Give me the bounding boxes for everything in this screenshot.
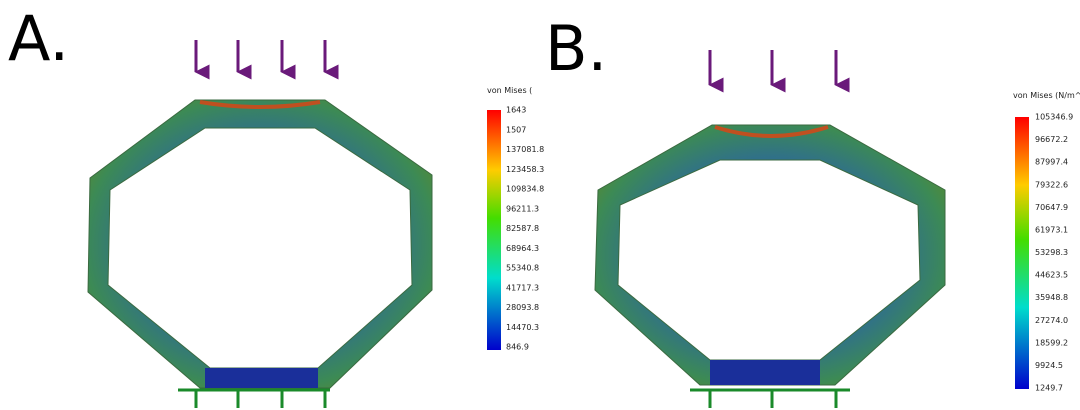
legend-title: von Mises ( (487, 86, 532, 95)
legend-tick-label: 61973.1 (1035, 225, 1068, 234)
color-bar (487, 110, 501, 350)
legend-tick-label: 87997.4 (1035, 158, 1068, 167)
legend-tick-label: 18599.2 (1035, 338, 1068, 347)
panel-label: B. (545, 12, 607, 85)
figure: A. B. von Mises ( von Mises (N/m^2) 1643… (0, 0, 1080, 410)
legend-tick-label: 28093.8 (506, 303, 539, 312)
color-bar (1015, 117, 1029, 389)
legend-tick-label: 79322.6 (1035, 180, 1068, 189)
legend-tick-label: 55340.8 (506, 264, 539, 273)
legend-tick-label: 44623.5 (1035, 271, 1068, 280)
legend-tick-label: 53298.3 (1035, 248, 1068, 257)
legend-tick-label: 846.9 (506, 343, 529, 352)
legend-tick-label: 1249.7 (1035, 384, 1063, 393)
legend-tick-label: 27274.0 (1035, 316, 1068, 325)
legend-tick-label: 82587.8 (506, 224, 539, 233)
legend-tick-label: 70647.9 (1035, 203, 1068, 212)
bottom-stress (710, 360, 820, 385)
ring-b (595, 125, 945, 385)
legend-tick-label: 1643 (506, 106, 526, 115)
ring-a (88, 100, 432, 388)
legend-tick-label: 123458.3 (506, 165, 544, 174)
load-arrows (196, 40, 836, 85)
bottom-stress (205, 368, 318, 388)
legend-tick-label: 96211.3 (506, 204, 539, 213)
legend-tick-label: 35948.8 (1035, 293, 1068, 302)
legend-tick-label: 137081.8 (506, 145, 544, 154)
panel-label: A. (8, 2, 69, 75)
legend-tick-label: 9924.5 (1035, 361, 1063, 370)
legend-tick-label: 14470.3 (506, 323, 539, 332)
legend-tick-label: 1507 (506, 125, 526, 134)
legend-title: von Mises (N/m^2) (1013, 91, 1080, 100)
legend-tick-label: 105346.9 (1035, 113, 1073, 122)
legend-tick-label: 68964.3 (506, 244, 539, 253)
legend-tick-label: 109834.8 (506, 185, 544, 194)
legend-tick-label: 41717.3 (506, 283, 539, 292)
legend-tick-label: 96672.2 (1035, 135, 1068, 144)
supports (178, 390, 850, 408)
